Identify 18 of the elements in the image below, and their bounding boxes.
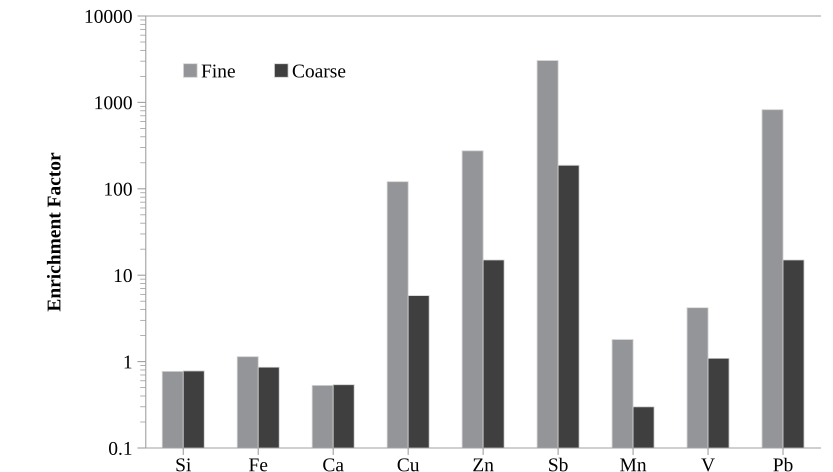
- legend-label: Coarse: [292, 64, 346, 78]
- x-tick-label: Mn: [620, 458, 646, 472]
- x-tick-label: Zn: [473, 458, 494, 472]
- x-tick-label: Cu: [398, 458, 420, 472]
- x-tick-label: Pb: [773, 458, 793, 472]
- x-tick-label: V: [701, 458, 715, 472]
- y-tick-label: 1000: [95, 96, 132, 110]
- y-tick-label: 1: [124, 356, 132, 368]
- y-tick-label: 100: [105, 182, 132, 196]
- x-tick-label: Fe: [249, 458, 268, 472]
- y-axis-title: Enrichment Factor: [46, 152, 61, 312]
- y-tick-label: 0.1: [109, 442, 132, 456]
- x-tick-label: Sb: [549, 458, 568, 472]
- legend-label: Fine: [202, 64, 235, 78]
- y-tick-label: 10: [114, 269, 132, 282]
- y-tick-label: 10000: [86, 10, 132, 23]
- x-tick-label: Si: [176, 458, 191, 472]
- x-tick-label: Ca: [323, 458, 344, 472]
